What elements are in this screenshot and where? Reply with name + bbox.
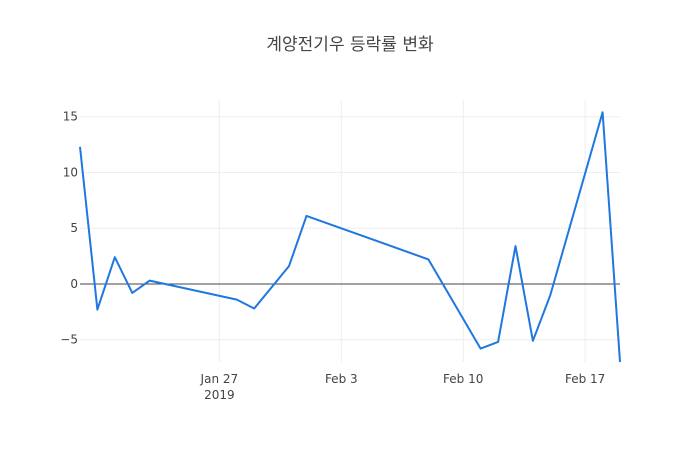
x-tick-sublabel: 2019 [204, 388, 235, 402]
chart-title: 계양전기우 등락률 변화 [266, 35, 434, 55]
y-tick-label: −5 [60, 333, 78, 347]
x-tick-label: Feb 10 [443, 372, 483, 386]
x-tick-label: Feb 3 [325, 372, 358, 386]
gridlines [80, 100, 620, 362]
y-tick-label: 15 [63, 110, 78, 124]
series-group [79, 111, 621, 363]
y-tick-label: 5 [70, 221, 78, 235]
y-tick-label: 0 [70, 277, 78, 291]
x-tick-label: Feb 17 [565, 372, 605, 386]
y-axis-ticks: −5 0 5 10 15 [60, 110, 78, 347]
x-axis-ticks: Jan 27 2019 Feb 3 Feb 10 Feb 17 [200, 372, 606, 402]
x-tick-label: Jan 27 [200, 372, 239, 386]
series-line [79, 111, 621, 363]
y-tick-label: 10 [63, 165, 78, 179]
